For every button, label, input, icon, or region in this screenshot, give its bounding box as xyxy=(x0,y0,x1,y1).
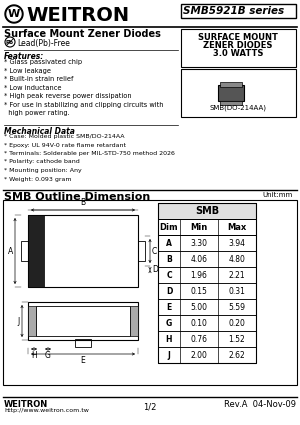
Text: WEITRON: WEITRON xyxy=(4,400,48,409)
Text: Pb: Pb xyxy=(6,40,14,45)
Text: 3.94: 3.94 xyxy=(229,238,245,247)
Text: 2.00: 2.00 xyxy=(190,351,207,360)
Text: Min: Min xyxy=(190,223,208,232)
Text: Features:: Features: xyxy=(4,52,44,61)
Text: G: G xyxy=(166,318,172,328)
Text: 2.62: 2.62 xyxy=(229,351,245,360)
Text: * Weight: 0.093 gram: * Weight: 0.093 gram xyxy=(4,176,71,181)
Text: SMB Outline Dimension: SMB Outline Dimension xyxy=(4,192,150,202)
Text: 5.59: 5.59 xyxy=(229,303,245,312)
Text: 3.0 WATTS: 3.0 WATTS xyxy=(213,49,263,58)
Bar xyxy=(181,69,296,117)
Text: 4.06: 4.06 xyxy=(190,255,208,264)
Text: WEITRON: WEITRON xyxy=(26,6,129,25)
Text: 3.30: 3.30 xyxy=(190,238,208,247)
Bar xyxy=(21,241,28,261)
Text: Unit:mm: Unit:mm xyxy=(263,192,293,198)
Text: 0.10: 0.10 xyxy=(190,318,207,328)
Text: 2.21: 2.21 xyxy=(229,270,245,280)
Bar xyxy=(158,331,256,347)
Bar xyxy=(28,215,44,287)
Text: Max: Max xyxy=(227,223,247,232)
Bar xyxy=(181,4,296,18)
Text: * High peak reverse power dissipation: * High peak reverse power dissipation xyxy=(4,93,132,99)
Text: A: A xyxy=(166,238,172,247)
Text: * Polarity: cathode band: * Polarity: cathode band xyxy=(4,159,80,164)
Text: E: E xyxy=(81,356,85,365)
Text: * Case: Molded plastic SMB/DO-214AA: * Case: Molded plastic SMB/DO-214AA xyxy=(4,134,124,139)
Bar xyxy=(158,219,256,235)
Bar xyxy=(28,302,138,340)
Bar xyxy=(158,251,256,267)
Text: A: A xyxy=(8,246,13,255)
Text: http://www.weitron.com.tw: http://www.weitron.com.tw xyxy=(4,408,89,413)
Text: * Built-in strain relief: * Built-in strain relief xyxy=(4,76,74,82)
Text: 0.15: 0.15 xyxy=(190,286,207,295)
Bar xyxy=(130,306,138,336)
Text: ZENER DIODES: ZENER DIODES xyxy=(203,41,273,50)
Text: SMB(DO-214AA): SMB(DO-214AA) xyxy=(209,104,266,110)
Text: * Mounting position: Any: * Mounting position: Any xyxy=(4,168,82,173)
Text: Mechanical Data: Mechanical Data xyxy=(4,127,75,136)
Text: 0.76: 0.76 xyxy=(190,334,208,343)
Text: 1/2: 1/2 xyxy=(143,403,157,412)
Bar xyxy=(220,101,242,105)
Bar xyxy=(28,215,138,287)
Bar xyxy=(158,347,256,363)
Bar xyxy=(220,82,242,87)
Text: 1.96: 1.96 xyxy=(190,270,207,280)
Text: SURFACE MOUNT: SURFACE MOUNT xyxy=(198,33,278,42)
Text: SMB5921B series: SMB5921B series xyxy=(183,6,284,16)
Text: G: G xyxy=(45,351,51,360)
Text: D: D xyxy=(166,286,172,295)
Text: * For use in stabilizing and clipping circuits with: * For use in stabilizing and clipping ci… xyxy=(4,102,164,108)
Bar xyxy=(138,241,145,261)
Text: SMB: SMB xyxy=(195,206,219,216)
Bar xyxy=(3,200,297,385)
Text: Surface Mount Zener Diodes: Surface Mount Zener Diodes xyxy=(4,29,161,39)
Bar xyxy=(158,203,256,363)
Bar xyxy=(181,29,296,67)
Text: high power rating.: high power rating. xyxy=(4,110,70,116)
Text: E: E xyxy=(167,303,172,312)
Text: Rev.A  04-Nov-09: Rev.A 04-Nov-09 xyxy=(224,400,296,409)
Bar xyxy=(28,306,36,336)
Bar xyxy=(218,85,244,101)
Text: 4.80: 4.80 xyxy=(229,255,245,264)
Text: 5.00: 5.00 xyxy=(190,303,208,312)
Polygon shape xyxy=(7,7,21,21)
Bar xyxy=(158,267,256,283)
Text: Lead(Pb)-Free: Lead(Pb)-Free xyxy=(17,39,70,48)
Text: 0.20: 0.20 xyxy=(229,318,245,328)
Text: H: H xyxy=(31,351,37,360)
Text: C: C xyxy=(166,270,172,280)
Text: J: J xyxy=(18,317,20,326)
Text: B: B xyxy=(80,198,86,207)
Polygon shape xyxy=(5,5,23,23)
Bar xyxy=(158,299,256,315)
Text: * Low leakage: * Low leakage xyxy=(4,68,51,74)
Text: 0.31: 0.31 xyxy=(229,286,245,295)
Bar xyxy=(36,306,130,336)
Bar xyxy=(75,339,91,347)
Text: * Glass passivated chip: * Glass passivated chip xyxy=(4,59,82,65)
Text: * Epoxy: UL 94V-0 rate flame retardant: * Epoxy: UL 94V-0 rate flame retardant xyxy=(4,142,126,147)
Text: H: H xyxy=(166,334,172,343)
Text: W: W xyxy=(8,9,20,19)
Text: Dim: Dim xyxy=(160,223,178,232)
Text: * Terminals: Solderable per MIL-STD-750 method 2026: * Terminals: Solderable per MIL-STD-750 … xyxy=(4,151,175,156)
Text: 1.52: 1.52 xyxy=(229,334,245,343)
Bar xyxy=(158,315,256,331)
Text: J: J xyxy=(168,351,170,360)
Bar xyxy=(158,235,256,251)
Text: D: D xyxy=(152,266,158,275)
Text: * Low inductance: * Low inductance xyxy=(4,85,61,91)
Text: B: B xyxy=(166,255,172,264)
Bar xyxy=(158,283,256,299)
Bar xyxy=(158,203,256,219)
Text: C: C xyxy=(152,246,157,255)
